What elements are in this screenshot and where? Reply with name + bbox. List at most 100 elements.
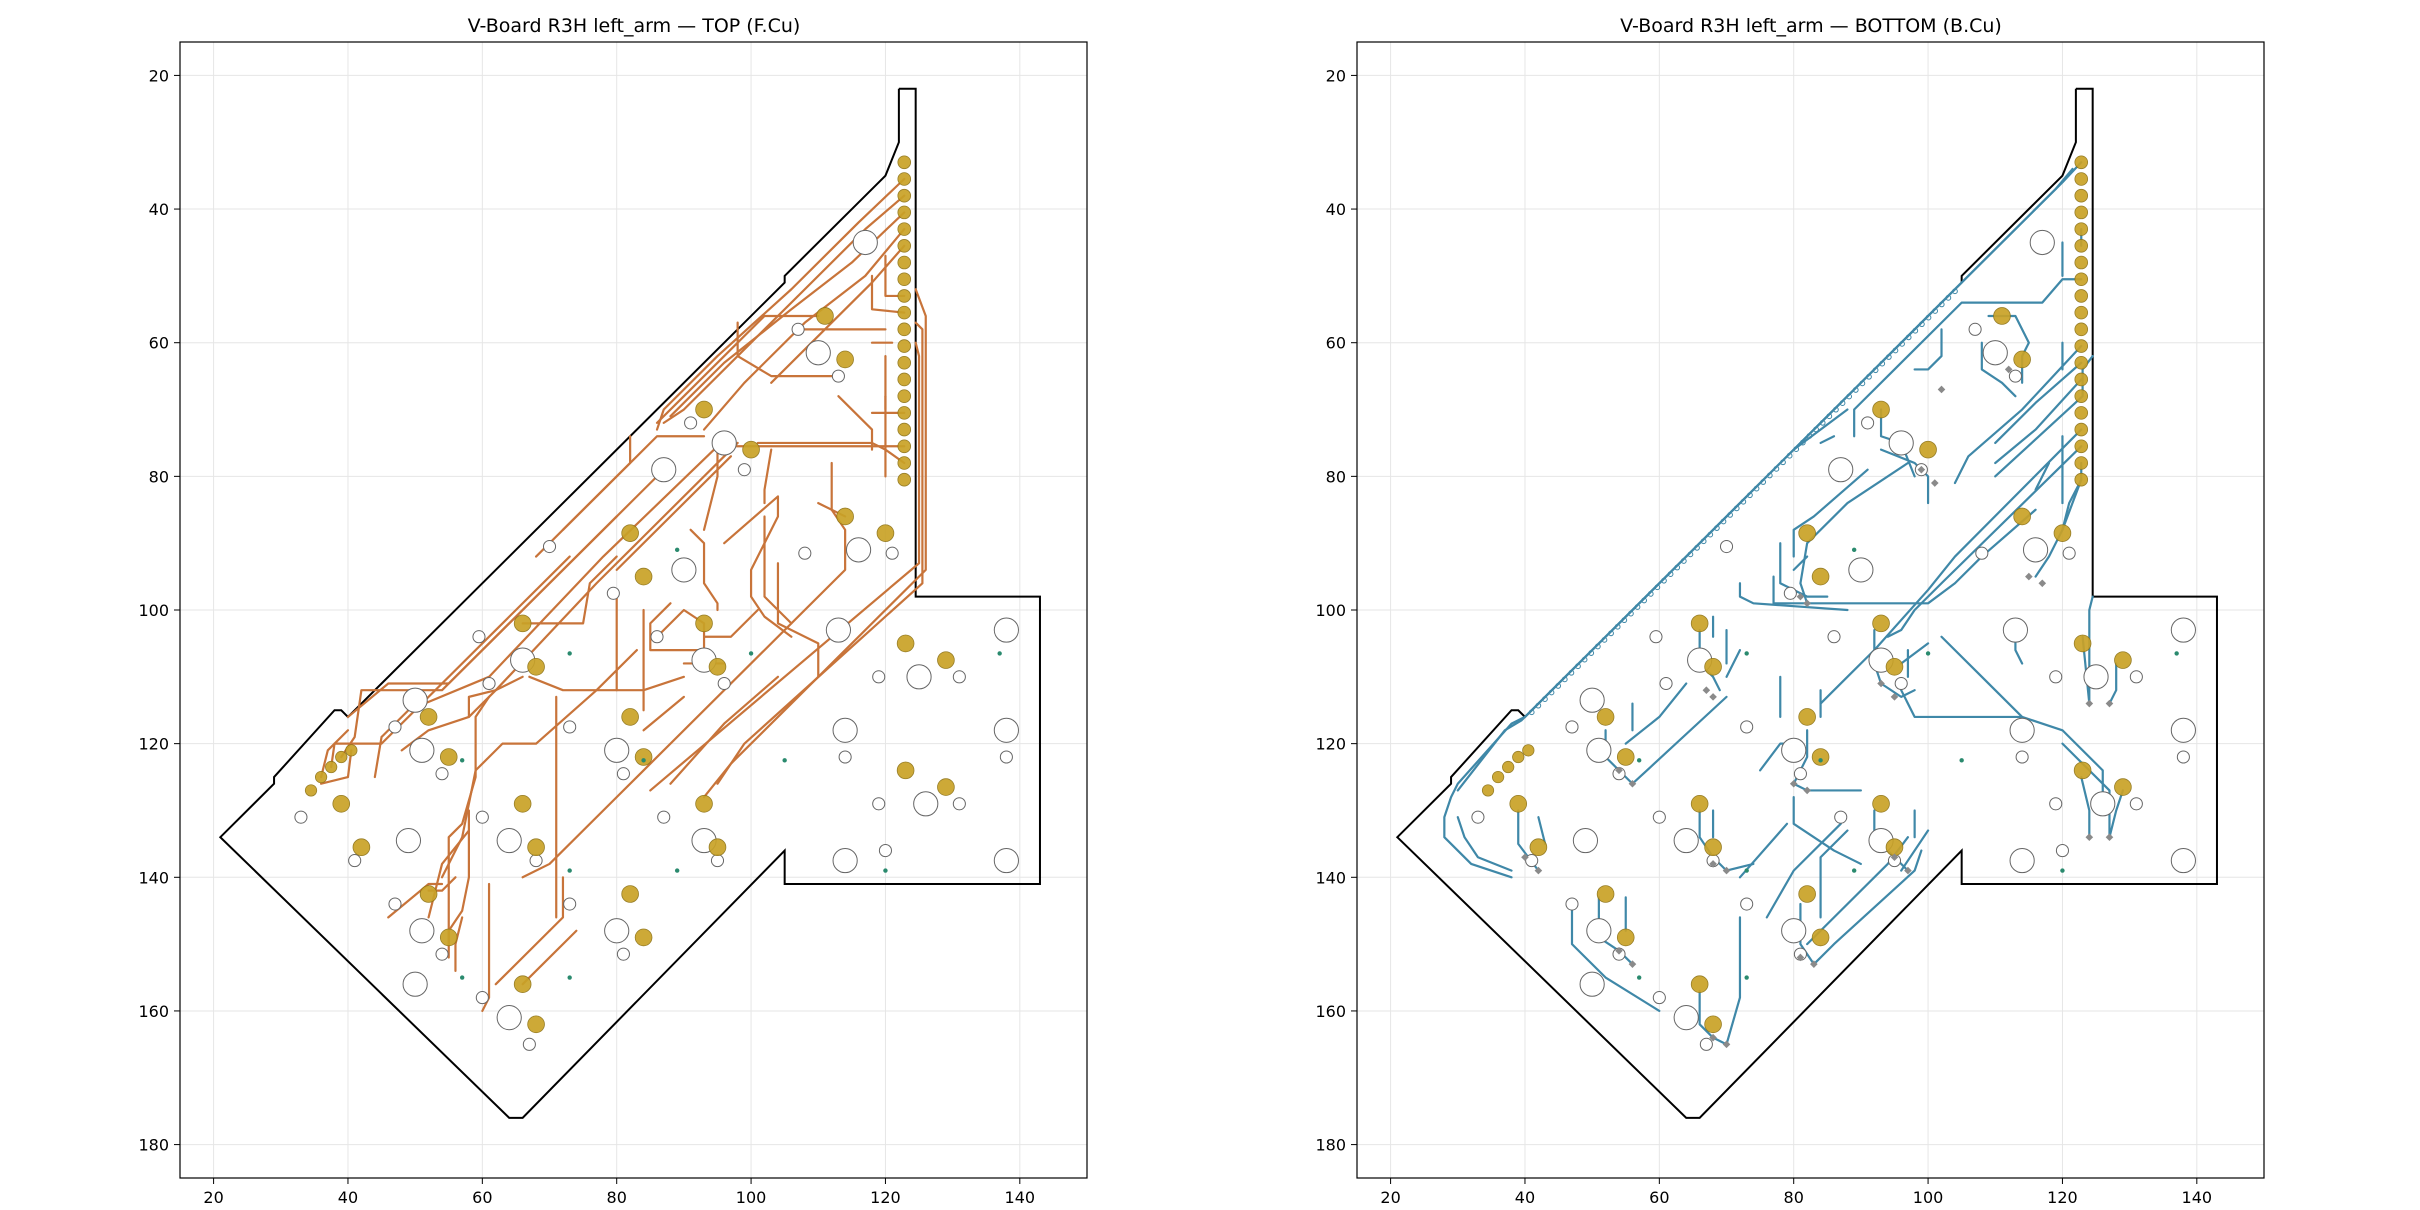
solder-pad	[2074, 339, 2089, 353]
copper-trace	[1792, 796, 1862, 866]
solder-pad	[1919, 440, 1937, 459]
stitching-via	[1674, 564, 1681, 571]
solder-pad	[1616, 748, 1635, 766]
mounting-hole	[1781, 737, 1807, 763]
copper-trace	[1799, 461, 1910, 605]
smd-pad	[2025, 572, 2033, 581]
stitching-via	[1548, 689, 1555, 696]
small-hole	[999, 750, 1013, 764]
stitching-via	[1806, 433, 1813, 439]
stitching-via	[1588, 650, 1595, 656]
solder-pad	[2074, 355, 2089, 370]
solder-pad	[439, 748, 458, 766]
stitching-via	[1733, 505, 1740, 512]
mounting-hole	[1579, 687, 1605, 713]
solder-pad	[621, 708, 639, 726]
stitching-via	[1899, 340, 1905, 347]
via	[674, 547, 680, 553]
small-hole	[1740, 897, 1754, 911]
mounting-hole	[1673, 1005, 1699, 1031]
copper-trace	[702, 288, 927, 799]
solder-pad	[2074, 322, 2089, 337]
stitching-via	[1786, 452, 1793, 459]
stitching-via	[1667, 571, 1674, 578]
small-hole	[2049, 797, 2063, 811]
solder-pad	[335, 750, 348, 764]
small-hole	[710, 854, 725, 868]
copper-trace	[2108, 662, 2118, 705]
copper-trace	[319, 749, 353, 785]
mounting-hole	[825, 617, 852, 643]
via	[641, 758, 646, 763]
small-hole	[650, 630, 664, 644]
x-tick-label: 140	[2182, 1188, 2213, 1207]
small-hole	[475, 810, 489, 824]
solder-pad	[2114, 778, 2132, 796]
solder-pad	[1491, 770, 1505, 784]
x-tick-label: 40	[338, 1188, 358, 1207]
stitching-via	[1780, 459, 1786, 466]
solder-pad	[937, 778, 955, 796]
solder-pad	[634, 748, 653, 766]
copper-trace	[1570, 902, 1661, 1013]
small-hole	[542, 539, 557, 554]
small-hole	[606, 586, 620, 600]
x-tick-label: 100	[736, 1188, 767, 1207]
stitching-via	[1938, 301, 1945, 308]
mounting-hole	[604, 918, 630, 944]
copper-trace	[702, 448, 719, 531]
mounting-hole	[496, 827, 522, 854]
solder-pad	[1872, 794, 1890, 813]
copper-trace	[454, 916, 464, 972]
via	[2174, 651, 2179, 656]
solder-pad	[634, 928, 653, 947]
solder-pad	[816, 307, 834, 325]
copper-trace	[776, 562, 820, 678]
solder-pad	[2074, 389, 2089, 403]
solder-pad	[304, 784, 318, 797]
mounting-hole	[2170, 847, 2196, 874]
mounting-hole	[2002, 617, 2029, 643]
mounting-hole	[906, 664, 932, 690]
stitching-via	[1925, 314, 1932, 321]
x-tick-label: 60	[472, 1188, 492, 1207]
copper-trace	[2061, 478, 2083, 531]
solder-pad	[527, 658, 545, 676]
small-hole	[616, 767, 630, 781]
small-hole	[1565, 720, 1579, 734]
smd-pad	[1877, 679, 1885, 688]
small-hole	[1834, 810, 1848, 824]
small-hole	[1652, 810, 1666, 824]
mounting-hole	[2083, 664, 2109, 690]
solder-pad	[2074, 305, 2089, 320]
stitching-via	[1575, 663, 1581, 670]
smd-pad	[1709, 693, 1717, 701]
smd-pad	[1930, 479, 1939, 487]
small-hole	[838, 750, 852, 764]
copper-trace	[528, 675, 685, 692]
solder-pad	[513, 614, 532, 633]
smd-pad	[1709, 1033, 1717, 1042]
smd-pad	[1709, 860, 1717, 868]
board-outline	[218, 87, 1041, 1119]
small-hole	[2176, 750, 2190, 764]
solder-pad	[2074, 456, 2089, 470]
y-tick-label: 120	[1315, 735, 1346, 754]
solder-pad	[1690, 614, 1709, 633]
small-hole	[1827, 630, 1841, 644]
solder-pad	[897, 322, 912, 337]
y-tick-label: 80	[1326, 467, 1346, 486]
mounting-hole	[1848, 557, 1874, 583]
copper-trace	[2108, 789, 2125, 839]
stitching-via	[1826, 413, 1833, 420]
mounting-hole	[651, 457, 677, 483]
x-tick-label: 80	[607, 1188, 627, 1207]
solder-pad	[621, 524, 639, 542]
solder-pad	[1481, 784, 1495, 797]
solder-pad	[1798, 708, 1816, 726]
small-hole	[1894, 676, 1908, 691]
copper-trace	[1725, 648, 1742, 678]
solder-pad	[1704, 838, 1722, 857]
copper-trace	[1725, 862, 1755, 872]
mounting-hole	[395, 827, 422, 854]
